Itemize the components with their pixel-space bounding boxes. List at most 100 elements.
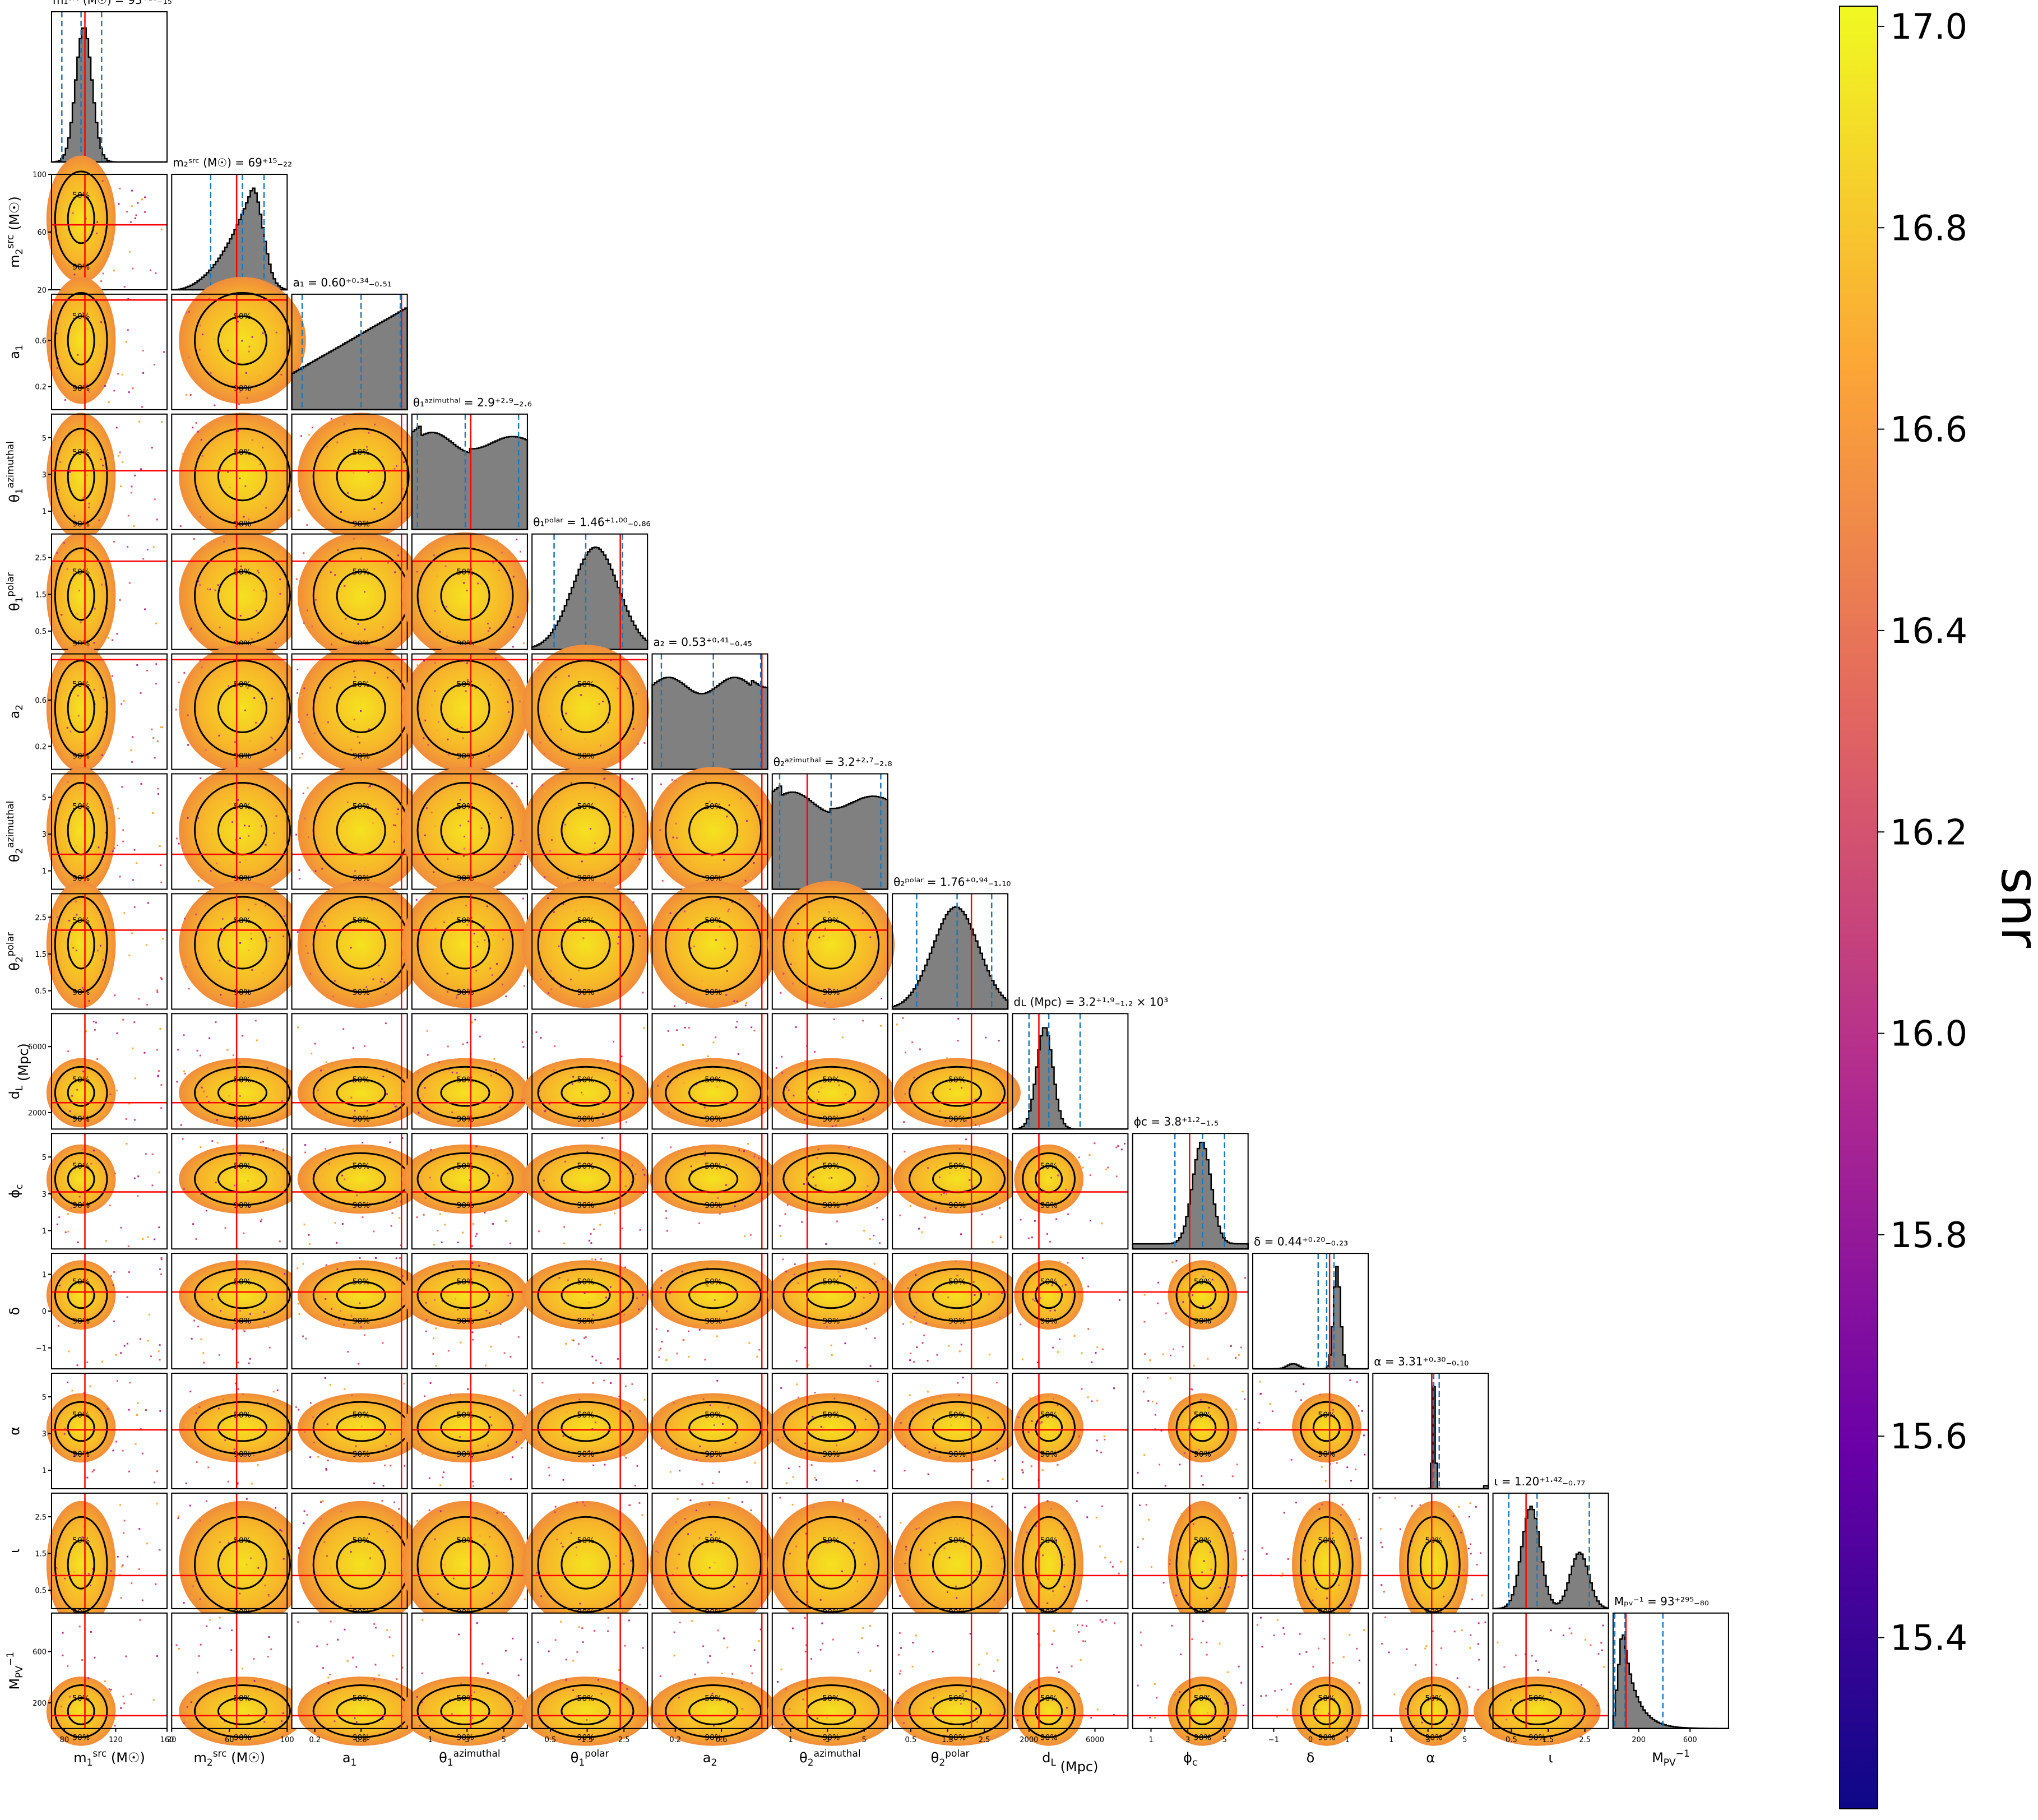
sample-point (437, 575, 439, 577)
sample-point (1104, 1557, 1106, 1559)
hist-MPV_inv (1612, 1634, 1730, 1730)
sample-point (666, 1565, 668, 1567)
sample-point (471, 1245, 474, 1247)
sample-point (1244, 1277, 1247, 1279)
sample-point (1090, 1717, 1092, 1719)
sample-point (466, 680, 469, 682)
sample-point (585, 1336, 587, 1338)
sample-point (865, 1190, 867, 1192)
sample-point (804, 1650, 807, 1652)
panel-m2_src-iota: 50%90% (171, 1492, 306, 1628)
sample-point (978, 1663, 980, 1665)
sample-point (797, 1396, 799, 1398)
sample-point (683, 1082, 685, 1085)
sample-point (68, 956, 70, 958)
sample-point (428, 1509, 430, 1511)
sample-point (554, 1511, 556, 1513)
sample-point (228, 1113, 230, 1115)
sample-point (138, 998, 140, 1000)
sample-point (793, 1441, 795, 1443)
sample-point (1478, 1659, 1480, 1661)
sample-point (432, 1105, 434, 1107)
sample-point (569, 923, 571, 925)
sample-point (472, 1339, 474, 1341)
contour-label-50: 50% (705, 1076, 722, 1085)
sample-point (856, 1480, 858, 1482)
sample-point (100, 321, 103, 323)
sample-point (202, 1352, 205, 1354)
sample-point (1349, 1633, 1351, 1636)
sample-point (188, 311, 190, 313)
sample-point (253, 697, 256, 699)
xlabel-theta1_polar: θ1polar (571, 1748, 609, 1768)
sample-point (141, 1452, 143, 1455)
sample-point (550, 839, 553, 841)
sample-point (792, 939, 794, 942)
sample-point (1394, 1497, 1396, 1499)
sample-point (1312, 1665, 1314, 1668)
sample-point (133, 1119, 136, 1121)
sample-point (565, 712, 567, 715)
sample-point (483, 925, 485, 928)
contour-50 (440, 1414, 490, 1442)
ytick-label: 3 (42, 831, 47, 839)
sample-point (875, 1281, 877, 1283)
sample-point (639, 1229, 641, 1231)
sample-point (710, 1456, 712, 1458)
panel-frame (51, 1612, 168, 1729)
sample-point (877, 1381, 879, 1383)
xtick-label: 0.6 (355, 1736, 367, 1744)
sample-point (493, 1058, 495, 1060)
sample-point (618, 1395, 620, 1397)
sample-point (622, 1444, 624, 1447)
sample-point (96, 221, 99, 223)
sample-point (833, 897, 835, 900)
density (1168, 1501, 1238, 1628)
sample-point (437, 1229, 439, 1231)
sample-point (517, 1336, 520, 1338)
sample-point (1140, 1631, 1142, 1633)
panel-frame (651, 1253, 768, 1370)
sample-point (324, 1112, 326, 1114)
sample-point (731, 1673, 734, 1675)
sample-point (578, 1398, 581, 1401)
sample-point (510, 1355, 512, 1358)
sample-point (227, 1480, 229, 1483)
sample-point (437, 721, 439, 723)
contour-label-50: 50% (577, 916, 594, 925)
sample-point (840, 1529, 842, 1531)
sample-point (965, 1120, 967, 1122)
density (522, 1260, 650, 1330)
sample-point (762, 1108, 764, 1110)
sample-point (960, 1233, 962, 1235)
sample-point (212, 298, 215, 300)
panel-theta1_azimuthal-theta1_polar: 50%90% (401, 532, 529, 660)
sample-point (524, 1598, 526, 1600)
sample-point (447, 858, 449, 860)
panel-a2-MPV_inv: 50%90%0.2 0.6a2 (650, 1612, 777, 1768)
contour-50 (561, 1697, 611, 1725)
contour-label-50: 50% (353, 1536, 370, 1545)
sample-point (257, 632, 260, 634)
panel-iota-iota (1492, 1492, 1609, 1610)
sample-point (248, 345, 251, 348)
density (522, 1501, 650, 1628)
sample-point (69, 471, 71, 473)
sample-point (1381, 1546, 1383, 1548)
sample-point (261, 702, 263, 704)
sample-point (909, 1359, 911, 1361)
sample-point (553, 977, 555, 979)
sample-point (224, 1227, 226, 1229)
contour-label-50: 50% (72, 191, 90, 200)
sample-point (1053, 1594, 1055, 1596)
sample-point (643, 1398, 646, 1401)
sample-point (123, 700, 125, 702)
contour-label-50: 50% (72, 916, 90, 925)
sample-point (147, 1340, 149, 1342)
sample-point (923, 1334, 925, 1336)
panel-m2_src-phi_c: 50%90% (171, 1133, 306, 1250)
sample-point (265, 1689, 267, 1691)
sample-point (756, 1442, 758, 1444)
contour-label-90: 90% (234, 1450, 251, 1459)
sample-point (865, 909, 867, 911)
